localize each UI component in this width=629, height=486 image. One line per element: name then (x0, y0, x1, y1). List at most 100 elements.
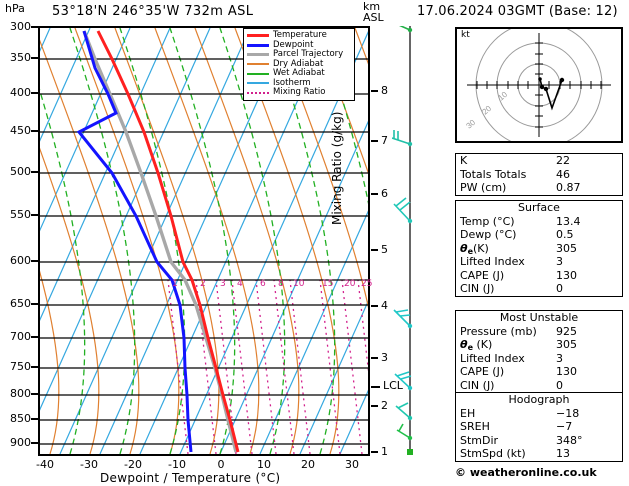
pressure-tick-600 (31, 260, 38, 262)
chart-legend: Temperature Dewpoint Parcel Trajectory D… (243, 28, 355, 101)
mixing-ratio-axis-title: Mixing Ratio (g/kg) (330, 111, 344, 225)
temp-label-10: 10 (257, 458, 271, 471)
pressure-label-650: 650 (10, 297, 31, 310)
hodograph-svg: 10 20 30 (465, 29, 611, 141)
height-label-7: 7 (381, 134, 388, 147)
surface-row-cape: CAPE (J) 130 (456, 269, 622, 283)
surface-heading: Surface (518, 201, 560, 214)
indices-hodograph-panel: Hodograph EH −18 SREH −7 StmDir 348° Stm… (455, 392, 623, 462)
pressure-label-600: 600 (10, 254, 31, 267)
mixing-ratio-value-3: 3 (220, 279, 226, 289)
pressure-tick-650 (31, 303, 38, 305)
height-tick-2 (371, 405, 378, 407)
legend-label-dry-adiabat: Dry Adiabat (273, 58, 324, 69)
pressure-tick-800 (31, 393, 38, 395)
index-name-k: K (460, 154, 468, 167)
pressure-label-700: 700 (10, 330, 31, 343)
hodograph-heading: Hodograph (508, 393, 570, 406)
copyright-notice: © weatheronline.co.uk (455, 466, 597, 479)
pressure-axis-unit-label: hPa (5, 2, 25, 15)
mixing-ratio-value-4: 4 (237, 279, 243, 289)
legend-swatch-dewpoint (247, 43, 269, 47)
mixing-ratio-value-6: 6 (260, 279, 266, 289)
mixing-ratio-value-2: 2 (200, 279, 206, 289)
mu-name-cape: CAPE (J) (460, 365, 505, 378)
mixing-ratio-value-1: 1 (172, 279, 178, 289)
pressure-label-550: 550 (10, 208, 31, 221)
pressure-label-350: 350 (10, 51, 31, 64)
hodograph-points (538, 77, 565, 92)
height-label-6: 6 (381, 187, 388, 200)
hodograph-ring-label-30: 30 (465, 118, 478, 131)
surface-value-cin: 0 (556, 282, 563, 295)
hodo-name-sreh: SREH (460, 420, 490, 433)
mu-name-lifted-index: Lifted Index (460, 351, 525, 365)
pressure-gridlines (40, 58, 368, 445)
legend-label-mixing-ratio: Mixing Ratio (273, 87, 326, 98)
height-axis-unit-line1: km (363, 0, 381, 13)
legend-item-dry-adiabat: Dry Adiabat (247, 58, 351, 70)
legend-label-temperature: Temperature (273, 30, 327, 41)
hodograph-ring-labels: 10 20 30 (465, 90, 510, 131)
hodo-row-sreh: SREH −7 (456, 420, 622, 434)
legend-swatch-mixing-ratio (247, 91, 269, 94)
indices-most-unstable-panel: Most Unstable Pressure (mb) 925 θe (K) 3… (455, 310, 623, 393)
index-name-pw: PW (cm) (460, 181, 507, 194)
surface-name-temp: Temp (°C) (460, 214, 515, 228)
height-tick-5 (371, 249, 378, 251)
legend-swatch-isotherm (247, 82, 269, 85)
wind-barb-700 (393, 309, 413, 329)
temperature-axis-title: Dewpoint / Temperature (°C) (100, 471, 281, 485)
wind-barb-850 (395, 402, 413, 421)
wind-barb-430 (391, 130, 413, 147)
mu-row-lifted-index: Lifted Index 3 (456, 352, 622, 366)
pressure-tick-500 (31, 171, 38, 173)
surface-value-dewp: 0.5 (556, 228, 574, 241)
legend-swatch-parcel-trajectory (247, 53, 269, 57)
pressure-label-450: 450 (10, 124, 31, 137)
lcl-label: LCL (383, 379, 403, 392)
legend-label-wet-adiabat: Wet Adiabat (273, 68, 325, 79)
hodo-value-stmspd: 13 (556, 447, 570, 460)
hodo-name-stmdir: StmDir (460, 433, 499, 447)
mu-row-pressure: Pressure (mb) 925 (456, 325, 622, 339)
pressure-tick-550 (31, 214, 38, 216)
pressure-tick-850 (31, 418, 38, 420)
legend-item-isotherm: Isotherm (247, 77, 351, 89)
mixing-ratio-value-10: 10 (293, 279, 305, 289)
pressure-label-750: 750 (10, 360, 31, 373)
wind-barb-925 (407, 449, 413, 455)
mu-name-theta-e: θe (K) (460, 338, 493, 352)
surface-row-temp: Temp (°C) 13.4 (456, 215, 622, 229)
pressure-label-500: 500 (10, 165, 31, 178)
surface-name-dewp: Dewp (°C) (460, 228, 517, 241)
hodo-value-eh: −18 (556, 406, 580, 420)
mixing-ratio-value-8: 8 (278, 279, 284, 289)
index-value-k: 22 (556, 154, 570, 167)
height-label-1: 1 (381, 445, 388, 458)
legend-label-parcel-trajectory: Parcel Trajectory (273, 49, 344, 60)
station-title: 53°18'N 246°35'W 732m ASL (52, 4, 254, 19)
index-row-totals-totals: Totals Totals 46 (456, 168, 622, 182)
surface-row-cin: CIN (J) 0 (456, 282, 622, 296)
height-tick-4 (371, 305, 378, 307)
mu-value-pressure: 925 (556, 324, 577, 338)
mixing-ratio-lines (167, 279, 368, 454)
pressure-label-800: 800 (10, 387, 31, 400)
legend-item-mixing-ratio: Mixing Ratio (247, 88, 351, 98)
legend-label-isotherm: Isotherm (273, 77, 311, 88)
legend-item-parcel-trajectory: Parcel Trajectory (247, 50, 351, 60)
surface-value-cape: 130 (556, 268, 577, 282)
date-title: 17.06.2024 03GMT (Base: 12) (417, 4, 618, 19)
mixing-ratio-value-20: 20 (344, 279, 356, 289)
wind-barb-310 (391, 14, 413, 33)
mu-name-pressure: Pressure (mb) (460, 324, 537, 338)
legend-item-wet-adiabat: Wet Adiabat (247, 69, 351, 79)
surface-name-cin: CIN (J) (460, 282, 495, 295)
index-value-totals-totals: 46 (556, 167, 570, 181)
hodo-value-stmdir: 348° (556, 433, 583, 447)
temp-label--40: -40 (36, 458, 54, 471)
legend-swatch-wet-adiabat (247, 72, 269, 75)
indices-surface-panel: Surface Temp (°C) 13.4 Dewp (°C) 0.5 θe(… (455, 200, 623, 297)
surface-row-dewp: Dewp (°C) 0.5 (456, 228, 622, 242)
